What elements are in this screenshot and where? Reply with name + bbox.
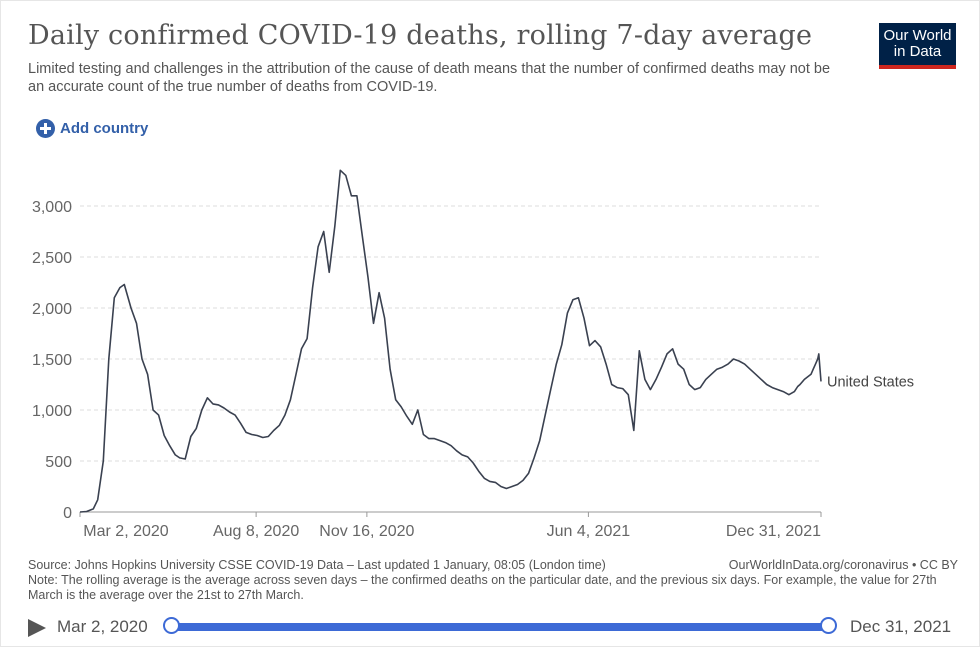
play-icon[interactable] — [28, 619, 46, 637]
owid-logo[interactable]: Our World in Data — [879, 23, 956, 69]
timeline-end-handle[interactable] — [820, 617, 837, 634]
chart-footer: Source: Johns Hopkins University CSSE CO… — [28, 558, 958, 603]
line-chart: 0 500 1,000 1,500 2,000 2,500 3,000 Mar 2, 202… — [32, 169, 914, 540]
timeline-start-handle[interactable] — [163, 617, 180, 634]
y-tick-label: 0 — [63, 505, 72, 522]
logo-line-2: in Data — [893, 43, 942, 60]
y-tick-label: 500 — [45, 454, 72, 471]
timeline-track[interactable] — [172, 623, 829, 631]
plus-circle-icon — [36, 118, 55, 138]
timeline: Mar 2, 2020 Dec 31, 2021 — [0, 610, 980, 644]
y-tick-label: 1,000 — [32, 403, 72, 420]
timeline-start-label: Mar 2, 2020 — [57, 617, 148, 636]
logo-line-1: Our World — [883, 27, 952, 44]
y-gridlines — [80, 205, 821, 462]
timeline-end-label: Dec 31, 2021 — [850, 617, 952, 636]
x-tick-label: Mar 2, 2020 — [83, 523, 168, 540]
x-tick-label: Aug 8, 2020 — [213, 523, 299, 540]
y-tick-label: 2,500 — [32, 250, 72, 267]
y-tick-label: 1,500 — [32, 352, 72, 369]
chart-title: Daily confirmed COVID-19 deaths, rolling… — [28, 20, 813, 51]
add-country-button[interactable]: Add country — [36, 117, 148, 139]
add-country-label: Add country — [60, 119, 149, 137]
y-tick-label: 3,000 — [32, 199, 72, 216]
note-text: Note: The rolling average is the average… — [28, 573, 937, 602]
y-tick-labels: 0 500 1,000 1,500 2,000 2,500 3,000 — [32, 199, 72, 522]
y-tick-label: 2,000 — [32, 301, 72, 318]
x-tick-label: Dec 31, 2021 — [726, 523, 821, 540]
series-line-united-states — [79, 169, 822, 513]
series-group: United States — [79, 169, 914, 513]
x-tick-label: Nov 16, 2020 — [319, 523, 414, 540]
x-tick-label: Jun 4, 2021 — [547, 523, 631, 540]
series-label: United States — [827, 374, 914, 390]
x-axis: Mar 2, 2020 Aug 8, 2020 Nov 16, 2020 Jun 4,… — [79, 511, 822, 540]
logo-bar — [879, 65, 956, 69]
site-link[interactable]: OurWorldInData.org/coronavirus • CC BY — [728, 558, 958, 572]
source-text: Source: Johns Hopkins University CSSE CO… — [28, 558, 606, 572]
chart-subtitle: Limited testing and challenges in the at… — [28, 61, 831, 95]
